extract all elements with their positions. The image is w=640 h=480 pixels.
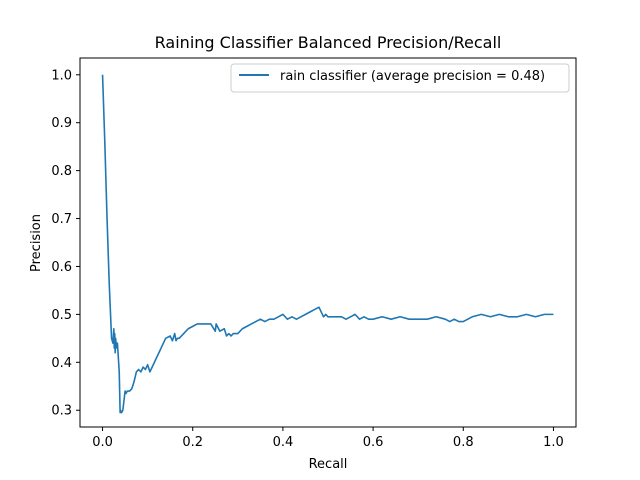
x-tick-label: 0.6 [363,435,384,450]
x-tick-label: 0.0 [92,435,113,450]
y-axis: 0.3 0.4 0.5 0.6 0.7 0.8 0.9 1.0 [51,68,80,419]
legend: rain classifier (average precision = 0.4… [230,63,570,93]
x-axis-title: Recall [309,457,348,472]
legend-series-label: rain classifier (average precision = 0.4… [280,69,545,84]
y-tick-label: 0.8 [51,164,72,179]
x-tick-label: 1.0 [543,435,564,450]
y-tick-label: 0.3 [51,404,72,419]
y-tick-label: 0.7 [51,212,72,227]
series-line [101,74,554,414]
plot-frame [79,57,577,428]
y-tick-label: 0.5 [51,308,72,323]
y-tick-label: 1.0 [51,68,72,83]
legend-box [230,63,570,93]
y-tick-label: 0.9 [51,116,72,131]
y-tick-label: 0.6 [51,260,72,275]
series-layer [101,74,554,414]
y-axis-title: Precision [29,214,44,272]
x-tick-label: 0.2 [182,435,203,450]
y-tick-label: 0.4 [51,356,72,371]
chart-title: Raining Classifier Balanced Precision/Re… [155,33,502,52]
x-tick-label: 0.4 [273,435,294,450]
x-axis: 0.0 0.2 0.4 0.6 0.8 1.0 [92,427,564,450]
x-tick-label: 0.8 [453,435,474,450]
